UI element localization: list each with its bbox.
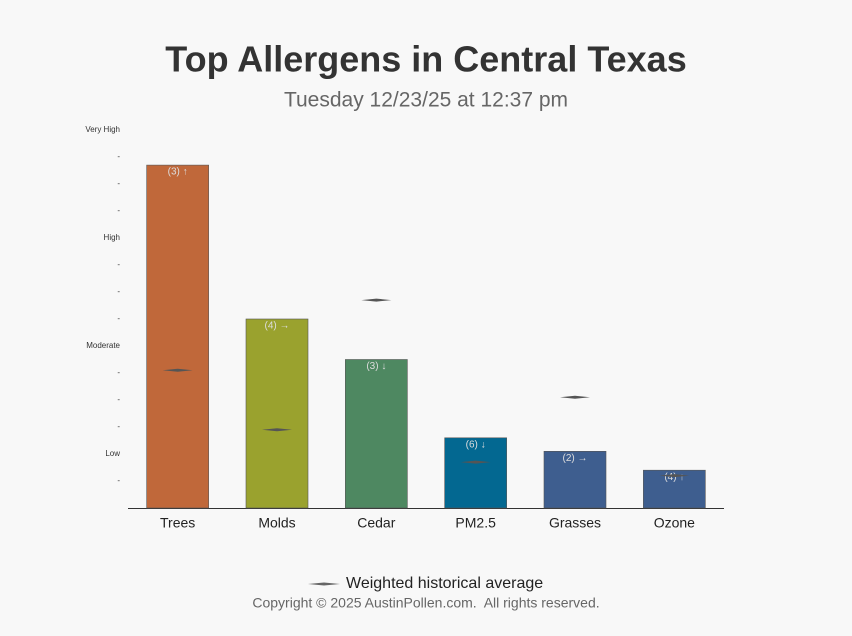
bar [245, 318, 309, 509]
x-tick-label: Ozone [654, 515, 695, 531]
y-tick-label: - [117, 260, 120, 269]
y-tick-label: - [117, 287, 120, 296]
legend-label: Weighted historical average [346, 575, 543, 592]
x-tick-label: PM2.5 [455, 515, 496, 531]
y-tick-label: - [117, 368, 120, 377]
average-marker [460, 460, 491, 464]
x-tick-label: Cedar [357, 515, 395, 531]
chart-subtitle: Tuesday 12/23/25 at 12:37 pm [284, 89, 568, 112]
y-tick-label: - [117, 422, 120, 431]
x-tick-label: Trees [160, 515, 195, 531]
average-marker [659, 474, 690, 478]
bar-label: (2) → [563, 453, 588, 464]
bar-label: (4) ↑ [664, 472, 684, 483]
y-tick-label: - [117, 152, 120, 161]
x-tick-label: Grasses [549, 515, 601, 531]
bar [146, 164, 209, 509]
y-tick-label: - [117, 476, 120, 485]
footer: Copyright © 2025 AustinPollen.com. All r… [252, 595, 599, 611]
average-marker [262, 428, 292, 432]
chart-title: Top Allergens in Central Texas [165, 39, 686, 80]
bar-label: (4) → [265, 321, 290, 332]
y-tick-label: High [104, 233, 120, 242]
y-tick-label: Very High [85, 125, 120, 134]
bar [543, 450, 607, 509]
average-marker [361, 298, 392, 302]
average-marker [162, 368, 193, 372]
bar [444, 437, 507, 509]
y-tick-label: Low [105, 449, 120, 458]
y-tick-label: - [117, 179, 120, 188]
y-tick-label: - [117, 395, 120, 404]
bar-label: (6) ↓ [466, 439, 486, 450]
bar-label: (3) ↓ [366, 361, 386, 372]
y-tick-label: - [117, 206, 120, 215]
average-marker [560, 395, 590, 399]
x-tick-label: Molds [258, 515, 295, 531]
y-tick-label: - [117, 314, 120, 323]
bar-label: (3) ↑ [168, 167, 188, 178]
y-tick-label: Moderate [86, 341, 120, 350]
bar [345, 359, 408, 509]
legend-marker [308, 582, 340, 586]
